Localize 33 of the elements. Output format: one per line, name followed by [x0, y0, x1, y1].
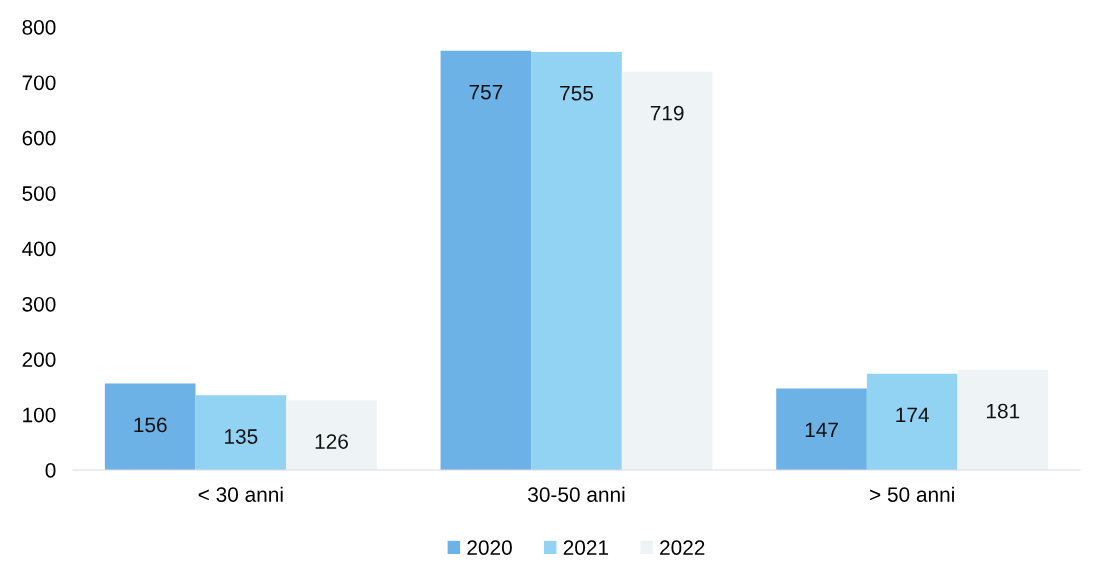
y-tick-label: 100 — [23, 407, 56, 423]
data-label: 174 — [896, 407, 929, 423]
bar — [957, 369, 1049, 470]
data-label: 181 — [987, 403, 1020, 419]
bar — [776, 388, 867, 470]
data-label: 147 — [805, 422, 838, 438]
bar — [440, 50, 532, 470]
data-label: 755 — [560, 86, 594, 101]
bar — [195, 395, 287, 470]
data-label: 135 — [225, 429, 258, 444]
x-tick-label: < 30 anni — [198, 486, 283, 502]
y-tick-label: 0 — [45, 463, 56, 478]
bar — [286, 400, 377, 470]
bar — [531, 51, 622, 470]
y-tick-label: 300 — [22, 296, 56, 312]
data-label: 156 — [134, 417, 167, 433]
y-tick-label: 600 — [22, 130, 56, 146]
legend-label: 2021 — [563, 540, 609, 555]
y-tick-label: 400 — [22, 241, 56, 257]
y-tick-label: 200 — [22, 352, 56, 367]
data-label: 719 — [650, 105, 684, 121]
data-label: 757 — [469, 84, 503, 100]
legend-label: 2022 — [660, 540, 705, 555]
legend-label: 2020 — [467, 540, 512, 555]
y-tick-label: 500 — [22, 186, 56, 201]
bar — [104, 383, 196, 470]
data-label: 126 — [315, 434, 348, 449]
bar — [621, 71, 713, 470]
y-tick-label: 800 — [22, 20, 56, 35]
x-tick-label: > 50 anni — [870, 486, 954, 502]
bar — [866, 373, 958, 470]
y-tick-label: 700 — [22, 75, 56, 91]
x-tick-label: 30-50 anni — [528, 486, 625, 502]
